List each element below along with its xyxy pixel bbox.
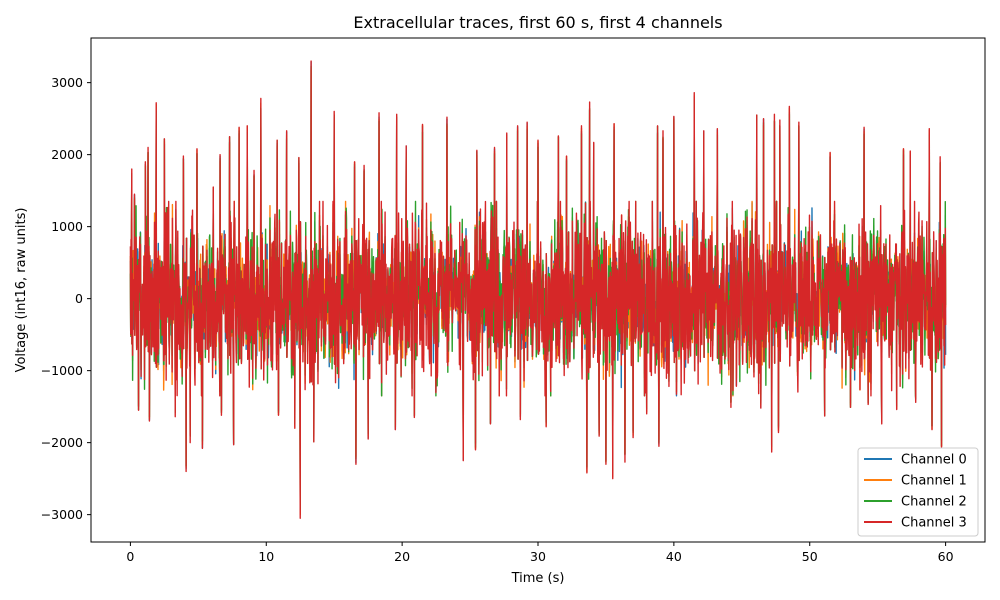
y-tick-label: −3000 bbox=[41, 507, 83, 522]
x-tick-label: 40 bbox=[666, 549, 682, 564]
legend-label: Channel 2 bbox=[901, 495, 967, 510]
legend-label: Channel 3 bbox=[901, 516, 967, 531]
legend-label: Channel 1 bbox=[901, 474, 967, 489]
y-axis: −3000 −2000 −1000 0 1000 2000 3000 bbox=[41, 75, 91, 522]
chart-title: Extracellular traces, first 60 s, first … bbox=[353, 13, 722, 32]
y-tick-label: 1000 bbox=[51, 219, 83, 234]
y-tick-label: −2000 bbox=[41, 435, 83, 450]
y-tick-label: −1000 bbox=[41, 363, 83, 378]
y-tick-label: 3000 bbox=[51, 75, 83, 90]
y-tick-label: 0 bbox=[75, 291, 83, 306]
x-tick-label: 0 bbox=[126, 549, 134, 564]
x-tick-label: 20 bbox=[394, 549, 410, 564]
y-axis-label: Voltage (int16, raw units) bbox=[14, 208, 29, 373]
x-tick-label: 30 bbox=[530, 549, 546, 564]
legend-label: Channel 0 bbox=[901, 453, 967, 468]
x-tick-label: 60 bbox=[938, 549, 954, 564]
legend: Channel 0 Channel 1 Channel 2 Channel 3 bbox=[857, 447, 979, 537]
x-tick-label: 10 bbox=[258, 549, 274, 564]
legend-box bbox=[857, 447, 979, 537]
series-line-channel-3 bbox=[129, 60, 947, 519]
y-tick-label: 2000 bbox=[51, 147, 83, 162]
x-axis: 0 10 20 30 40 50 60 bbox=[126, 542, 954, 564]
trace-group bbox=[129, 60, 947, 519]
x-axis-label: Time (s) bbox=[511, 571, 565, 586]
x-tick-label: 50 bbox=[802, 549, 818, 564]
